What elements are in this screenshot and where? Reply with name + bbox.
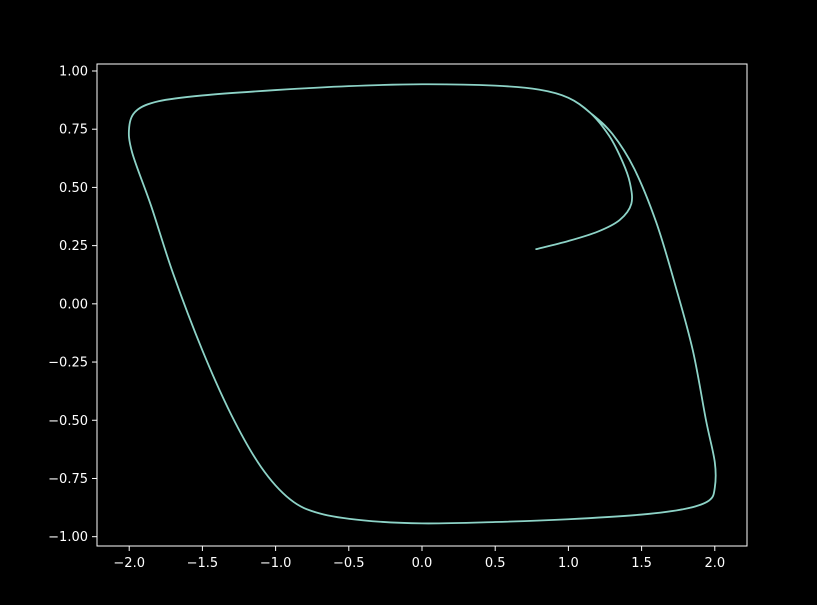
x-tick-label: −2.0: [113, 556, 145, 571]
y-tick-label: 1.00: [59, 64, 88, 79]
y-tick-label: −0.50: [48, 414, 88, 429]
x-tick-label: 0.0: [412, 556, 433, 571]
series-layer: [127, 83, 717, 525]
y-tick-label: −0.75: [48, 472, 88, 487]
y-tick-label: 0.75: [59, 123, 88, 138]
x-tick-label: 1.5: [631, 556, 652, 571]
x-tick-label: 0.5: [485, 556, 506, 571]
x-tick-label: −1.0: [260, 556, 292, 571]
x-tick-label: 1.0: [558, 556, 579, 571]
y-tick-label: 0.25: [59, 239, 88, 254]
x-tick-label: −0.5: [333, 556, 365, 571]
y-tick-label: −1.00: [48, 530, 88, 545]
x-tick-label: −1.5: [187, 556, 219, 571]
x-axis: −2.0 −1.5 −1.0 −0.5 0.0 0.5 1.0 1.5 2.0: [113, 546, 725, 571]
y-axis: −1.00 −0.75 −0.50 −0.25 0.00 0.25 0.50 0.75 1.00: [48, 64, 97, 545]
axes-frame: [96, 63, 748, 547]
x-tick-label: 2.0: [704, 556, 725, 571]
trajectory-line: [127, 83, 717, 525]
y-tick-label: −0.25: [48, 356, 88, 371]
y-tick-label: 0.00: [59, 297, 88, 312]
y-tick-label: 0.50: [59, 181, 88, 196]
